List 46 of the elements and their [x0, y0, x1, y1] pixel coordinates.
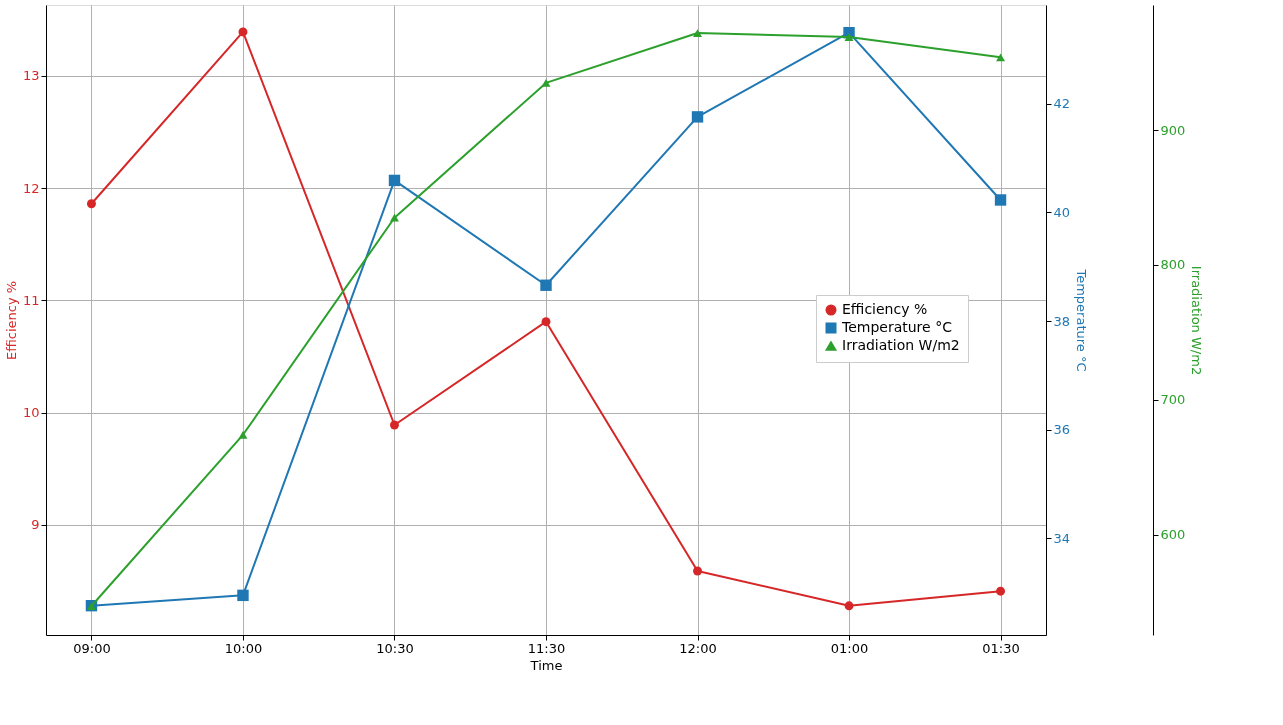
y3-tick-label: 600 [1160, 527, 1186, 543]
legend-label: Irradiation W/m2 [842, 337, 960, 353]
y-tick-label: 11 [22, 292, 40, 308]
y2-tick-label: 38 [1053, 313, 1071, 329]
x-tick-label: 10:00 [224, 640, 263, 656]
point [390, 420, 399, 430]
point [996, 53, 1006, 62]
point [238, 27, 248, 37]
y3-axis-title: Irradiation W/m2 [1189, 265, 1205, 376]
x-axis-title: Time [529, 657, 563, 673]
point [237, 589, 249, 602]
y-tick-label: 10 [22, 405, 40, 421]
x-tick-label: 01:30 [982, 640, 1020, 656]
y3-tick-label: 700 [1160, 392, 1186, 408]
y3-tick-label: 800 [1160, 257, 1186, 273]
point [691, 111, 704, 123]
point [540, 279, 552, 291]
y2-tick-label: 42 [1053, 96, 1071, 112]
y3-tick-label: 900 [1160, 122, 1186, 138]
point [541, 79, 551, 87]
y2-axis-title: Temperature °C [1074, 268, 1090, 372]
legend-label: Efficiency % [842, 301, 928, 317]
y-tick-label: 9 [31, 517, 40, 533]
y2-tick-label: 40 [1053, 204, 1071, 220]
x-tick-label: 09:00 [73, 640, 111, 656]
point [994, 194, 1007, 206]
point [390, 213, 399, 222]
point [844, 601, 854, 611]
point [541, 317, 551, 327]
y2-tick-label: 36 [1053, 422, 1071, 438]
x-tick-label: 01:00 [830, 640, 869, 656]
x-tick-label: 12:00 [679, 640, 717, 656]
point [238, 430, 248, 439]
point [844, 33, 854, 41]
point [996, 586, 1006, 596]
y-tick-label: 12 [22, 180, 40, 196]
point [693, 29, 702, 37]
point [388, 174, 401, 187]
point [86, 199, 96, 209]
legend-label: Temperature °C [841, 319, 953, 335]
x-tick-label: 10:30 [376, 640, 414, 656]
point [693, 566, 702, 576]
x-tick-label: 11:30 [527, 640, 566, 656]
y-axis-title: Efficiency % [3, 280, 19, 361]
y-tick-label: 13 [22, 68, 40, 84]
y2-tick-label: 34 [1053, 530, 1071, 546]
